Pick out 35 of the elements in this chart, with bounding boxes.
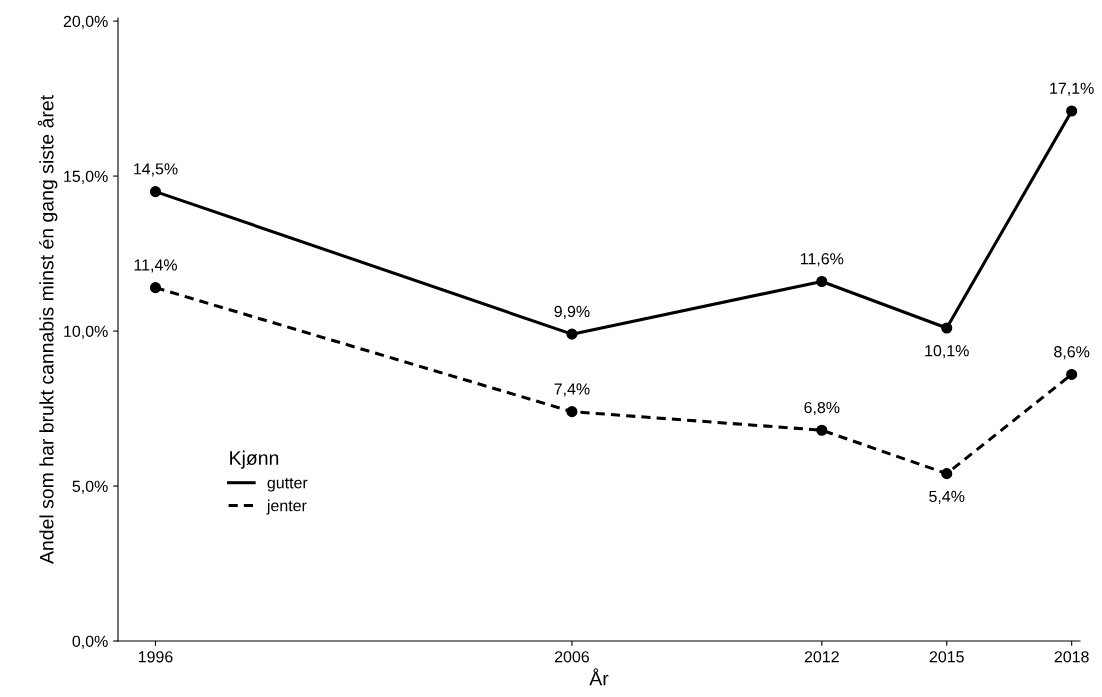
data-label: 8,6% bbox=[1054, 346, 1090, 360]
data-label: 5,4% bbox=[929, 490, 965, 504]
data-label: 17,1% bbox=[1050, 82, 1094, 96]
y-tick-label: 10,0% bbox=[64, 325, 108, 339]
data-label: 9,9% bbox=[554, 305, 590, 319]
x-tick-label: 2018 bbox=[1054, 651, 1089, 663]
x-tick-label: 2015 bbox=[929, 651, 964, 663]
point bbox=[941, 468, 953, 480]
point bbox=[566, 406, 578, 418]
point bbox=[149, 282, 162, 294]
data-label: 6,8% bbox=[804, 401, 840, 416]
point bbox=[149, 186, 162, 198]
y-tick-label: 5,0% bbox=[72, 480, 108, 494]
legend-label: jenter bbox=[266, 499, 307, 515]
data-label: 14,5% bbox=[134, 163, 178, 177]
data-label: 11,4% bbox=[134, 259, 177, 273]
point bbox=[566, 328, 578, 340]
legend-title: Kjønn bbox=[230, 450, 279, 469]
point bbox=[941, 322, 953, 334]
point bbox=[1066, 105, 1078, 117]
x-tick-label: 2012 bbox=[804, 651, 839, 663]
data-label: 7,4% bbox=[554, 383, 590, 397]
data-label: 11,6% bbox=[800, 253, 844, 267]
x-axis-title: År bbox=[589, 668, 609, 686]
x-tick-label: 1996 bbox=[138, 651, 173, 663]
point bbox=[816, 275, 828, 288]
data-label: 10,1% bbox=[925, 345, 969, 359]
x-tick-label: 2006 bbox=[554, 651, 589, 663]
y-tick-label: 0,0% bbox=[72, 635, 108, 649]
y-tick-label: 20,0% bbox=[63, 15, 108, 29]
legend-label: gutter bbox=[267, 477, 308, 492]
point bbox=[1066, 368, 1078, 380]
y-axis-title: Andel som har brukt cannabis minst én gang siste året bbox=[37, 95, 58, 564]
point bbox=[816, 424, 828, 436]
y-tick-label: 15,0% bbox=[64, 170, 108, 184]
